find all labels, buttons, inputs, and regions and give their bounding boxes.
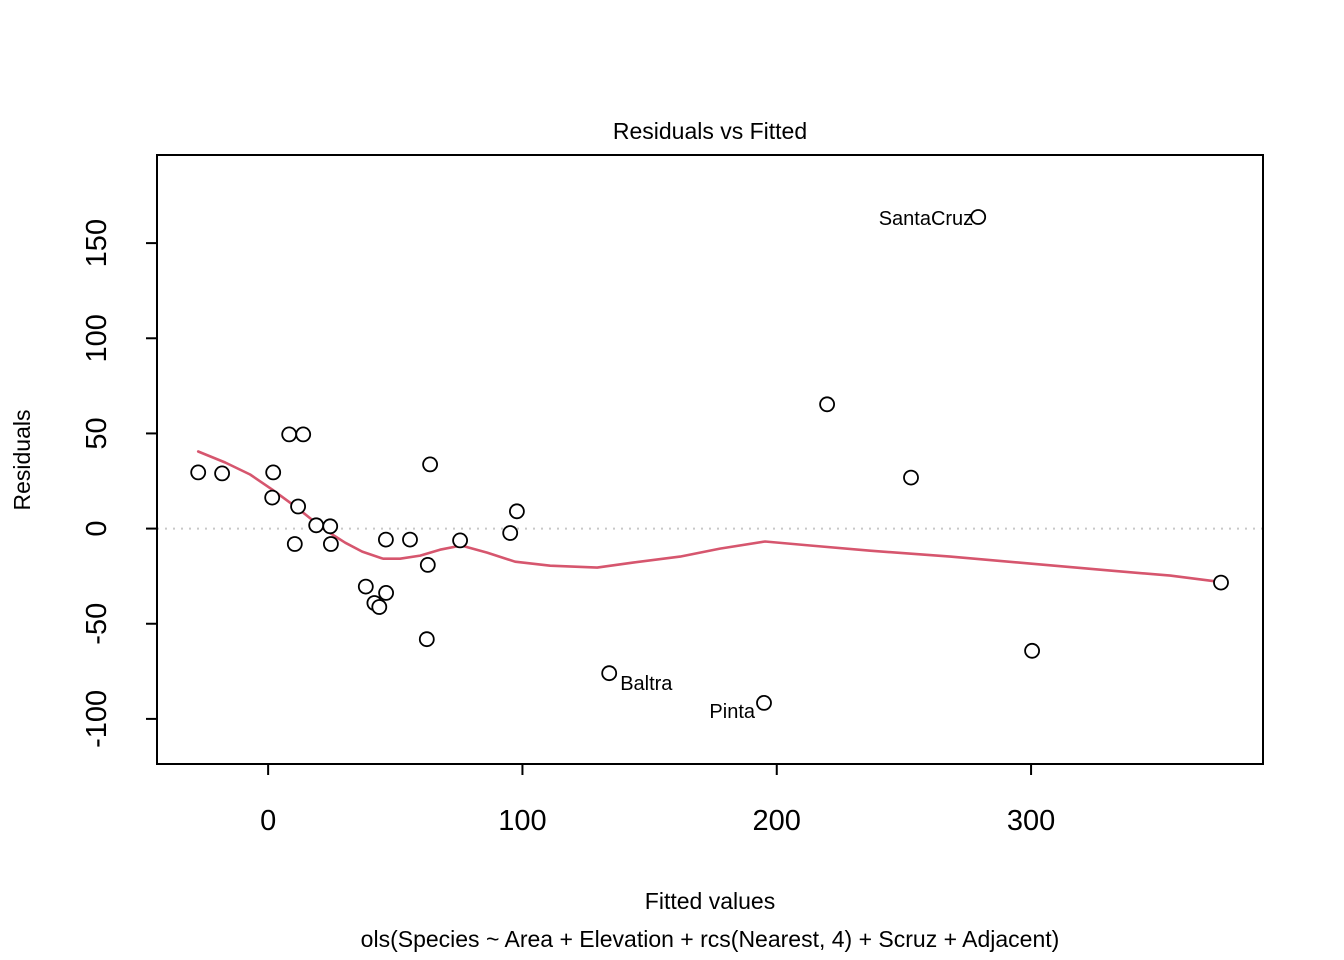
y-axis-label: Residuals	[9, 410, 35, 511]
data-point	[402, 531, 418, 548]
data-point	[357, 578, 374, 595]
plot-box-layer	[156, 154, 1264, 765]
point-labels-layer: Baltra Pinta SantaCruz	[620, 208, 973, 723]
y-tick-label: 0	[81, 521, 113, 537]
data-point	[322, 536, 339, 552]
data-point	[509, 503, 525, 520]
x-tick-label: 100	[498, 805, 546, 837]
smooth-line	[196, 450, 1220, 584]
y-tick-label: -50	[81, 603, 113, 645]
y-tick-label: -100	[81, 690, 113, 748]
point-label: Pinta	[709, 701, 755, 723]
y-tick-label: 50	[81, 417, 113, 449]
data-point	[308, 517, 325, 534]
data-point	[1213, 574, 1229, 591]
data-point	[286, 536, 303, 552]
data-point	[281, 426, 298, 443]
data-point	[601, 665, 618, 682]
x-axis-label: Fitted values	[645, 888, 775, 914]
data-point	[1024, 642, 1040, 659]
data-point	[819, 396, 835, 413]
data-point	[190, 464, 207, 481]
point-label: SantaCruz	[879, 208, 974, 230]
data-point	[295, 426, 312, 443]
data-point	[377, 531, 394, 548]
axis-ticks-layer: 0 100 200 300 -100 -50 0 50 100 150	[81, 219, 1055, 837]
data-point	[452, 532, 469, 549]
data-point	[214, 465, 231, 482]
plot-box	[156, 154, 1264, 765]
data-point	[322, 518, 339, 535]
data-point	[418, 631, 435, 648]
data-point	[756, 695, 772, 711]
data-point	[265, 464, 282, 481]
y-tick-label: 100	[81, 314, 113, 362]
data-point	[422, 456, 439, 473]
data-point	[419, 557, 436, 573]
data-point	[290, 498, 307, 515]
x-tick-label: 0	[260, 805, 276, 837]
data-point	[371, 599, 388, 615]
smooth-line-layer	[196, 450, 1220, 584]
model-formula-label: ols(Species ~ Area + Elevation + rcs(Nea…	[361, 926, 1060, 952]
data-point	[502, 525, 519, 541]
point-label: Baltra	[620, 673, 673, 695]
y-tick-label: 150	[81, 219, 113, 267]
data-point	[264, 489, 281, 506]
data-points-layer	[190, 209, 1229, 711]
data-point	[970, 209, 987, 225]
data-point	[903, 469, 919, 486]
chart-title: Residuals vs Fitted	[613, 118, 807, 144]
data-point	[378, 585, 395, 601]
x-tick-label: 300	[1007, 805, 1055, 837]
x-tick-label: 200	[753, 805, 801, 837]
